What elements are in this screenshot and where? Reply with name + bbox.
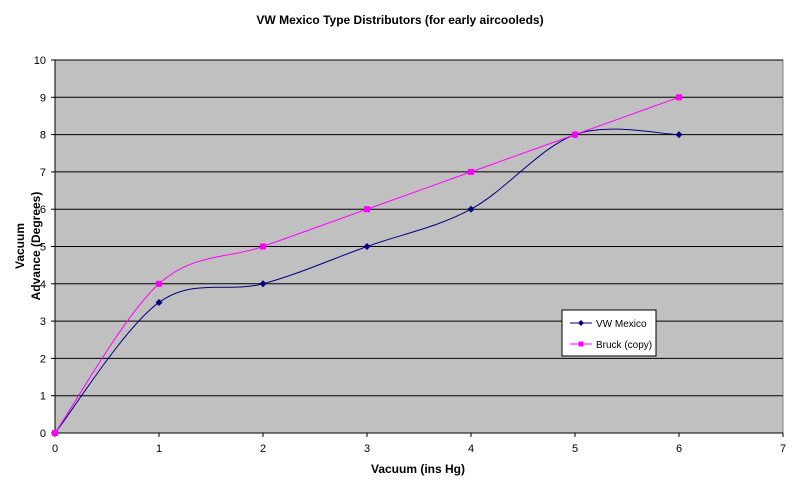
data-point-bruck-copy-3 <box>364 206 370 213</box>
axes <box>51 59 784 437</box>
legend-marker-bruck <box>578 341 584 347</box>
data-point-vw-mexico-1 <box>155 298 163 306</box>
x-tick-labels: 0 1 2 3 4 5 6 7 <box>52 443 786 455</box>
y-axis-label-line-1: Vacuum <box>13 223 27 269</box>
data-point-bruck-copy-5 <box>572 131 578 138</box>
data-point-vw-mexico-6 <box>675 131 683 139</box>
x-tick-label: 6 <box>676 443 682 455</box>
y-tick-label: 6 <box>40 204 46 216</box>
legend-label-bruck: Bruck (copy) <box>596 340 652 351</box>
legend-box <box>561 309 657 357</box>
data-point-vw-mexico-4 <box>467 205 475 213</box>
data-point-bruck-copy-6 <box>676 94 682 101</box>
y-tick-label: 0 <box>40 428 46 440</box>
x-tick-label: 0 <box>52 443 58 455</box>
y-tick-label: 5 <box>40 242 46 254</box>
data-point-bruck-copy-2 <box>260 243 266 250</box>
series-markers <box>51 94 683 437</box>
x-tick-label: 3 <box>364 443 370 455</box>
x-tick-label: 1 <box>156 443 162 455</box>
y-tick-label: 1 <box>40 391 46 403</box>
data-point-bruck-copy-0 <box>52 430 58 436</box>
gridlines <box>55 59 783 397</box>
legend-marker-vw-mexico <box>578 320 584 326</box>
y-tick-labels: 0 1 2 3 4 5 6 7 8 9 10 <box>34 55 46 440</box>
x-axis-label: Vacuum (ins Hg) <box>371 462 465 476</box>
y-tick-label: 2 <box>40 353 46 365</box>
legend-label-vw-mexico: VW Mexico <box>596 319 647 330</box>
y-tick-label: 7 <box>40 167 46 179</box>
y-axis-label-line-2: Advance (Degrees) <box>29 192 43 301</box>
data-point-bruck-copy-4 <box>468 168 474 175</box>
x-tick-label: 5 <box>572 443 578 455</box>
x-tick-label: 7 <box>780 443 786 455</box>
y-tick-label: 4 <box>40 279 46 291</box>
y-tick-label: 3 <box>40 316 46 328</box>
y-tick-label: 9 <box>40 92 46 104</box>
data-point-vw-mexico-3 <box>363 243 371 250</box>
data-point-bruck-copy-1 <box>156 280 162 287</box>
y-tick-label: 10 <box>34 55 46 67</box>
chart-title: VW Mexico Type Distributors (for early a… <box>256 13 543 27</box>
data-point-vw-mexico-2 <box>259 280 267 288</box>
legend: VW Mexico Bruck (copy) <box>561 309 657 357</box>
x-tick-label: 2 <box>260 443 266 455</box>
y-tick-label: 8 <box>40 130 46 142</box>
x-tick-label: 4 <box>468 443 474 455</box>
